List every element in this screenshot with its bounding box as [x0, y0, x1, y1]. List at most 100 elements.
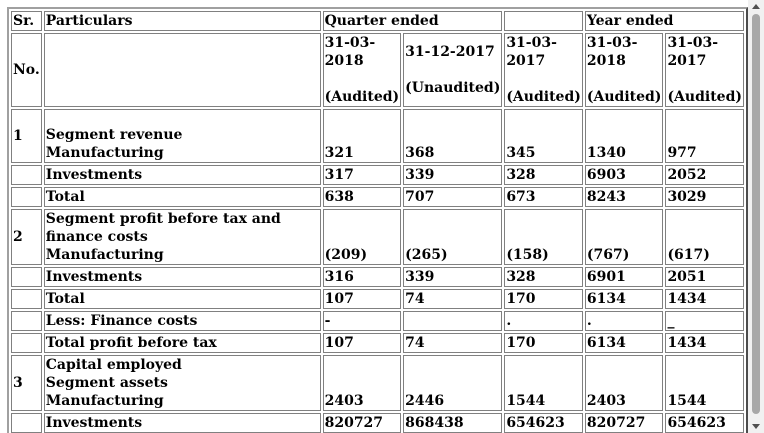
sr-number	[11, 289, 42, 309]
particulars-line: Manufacturing	[45, 247, 164, 263]
value-cell: 977	[665, 109, 744, 163]
scrollbar-thumb[interactable]	[752, 14, 760, 414]
value-cell: 1434	[665, 333, 744, 353]
value-cell: 1544	[665, 355, 744, 411]
audit-status: (Audited)	[586, 89, 662, 105]
value-cell: 107	[322, 333, 402, 353]
value-cell: 1544	[504, 355, 583, 411]
blank-header-cell	[504, 11, 583, 31]
value-cell: 3029	[665, 187, 744, 207]
value-cell: 345	[504, 109, 583, 163]
value-cell: 328	[504, 267, 583, 287]
value-cell: 170	[504, 333, 583, 353]
particulars-line: Segment assets	[45, 375, 168, 391]
value-cell: (617)	[665, 209, 744, 265]
particulars-blank-cell	[43, 33, 321, 107]
date-col-2: 31-12-2017 (Unaudited)	[403, 33, 503, 107]
particulars-cell: Total profit before tax	[43, 333, 321, 353]
value-cell: 6903	[584, 165, 664, 185]
table-row: 1 Segment revenue Manufacturing 321 368 345 13…	[11, 109, 744, 163]
audit-status: (Audited)	[324, 89, 400, 105]
value-cell: 6134	[584, 333, 664, 353]
date-col-3: 31-03-2017 (Audited)	[504, 33, 583, 107]
table-row: Total 107 74 170 6134 1434	[11, 289, 744, 309]
particulars-cell: Segment profit before tax and finance co…	[43, 209, 321, 265]
value-cell: (767)	[584, 209, 664, 265]
particulars-cell: Investments	[43, 267, 321, 287]
date-col-4: 31-03-2018 (Audited)	[584, 33, 664, 107]
particulars-line: Total	[45, 291, 85, 307]
date-label: 31-03-2017	[506, 35, 557, 69]
table-row: Investments 820727 868438 654623 820727 65462…	[11, 413, 744, 433]
particulars-line: Investments	[45, 167, 143, 183]
audit-status: (Audited)	[506, 89, 581, 105]
date-label: 31-03-2018	[586, 35, 638, 69]
value-cell: (209)	[322, 209, 402, 265]
value-cell: _	[665, 311, 744, 331]
table-row: Total profit before tax 107 74 170 6134 1434	[11, 333, 744, 353]
particulars-line: Manufacturing	[45, 393, 164, 409]
sr-header: Sr.	[11, 11, 42, 31]
table-row: 3 Capital employed Segment assets Manufactu…	[11, 355, 744, 411]
value-cell: 2403	[322, 355, 402, 411]
particulars-line: Investments	[45, 415, 143, 431]
value-cell: 654623	[665, 413, 744, 433]
date-label: 31-03-2018	[324, 35, 376, 69]
value-cell: 1434	[665, 289, 744, 309]
sr-number	[11, 413, 42, 433]
value-cell	[403, 311, 503, 331]
value-cell: 170	[504, 289, 583, 309]
particulars-cell: Less: Finance costs	[43, 311, 321, 331]
value-cell: 74	[403, 289, 503, 309]
value-cell: 1340	[584, 109, 664, 163]
value-cell: 2051	[665, 267, 744, 287]
value-cell: 820727	[584, 413, 664, 433]
value-cell: 673	[504, 187, 583, 207]
value-cell: 74	[403, 333, 503, 353]
value-cell: 339	[403, 165, 503, 185]
value-cell: 316	[322, 267, 402, 287]
value-cell: 328	[504, 165, 583, 185]
value-cell: (265)	[403, 209, 503, 265]
value-cell: 2446	[403, 355, 503, 411]
scroll-up-arrow-icon[interactable]	[752, 4, 760, 9]
sr-number	[11, 187, 42, 207]
value-cell: .	[504, 311, 583, 331]
vertical-scrollbar[interactable]	[748, 0, 764, 433]
value-cell: .	[584, 311, 664, 331]
particulars-line: Segment profit before tax and finance co…	[45, 211, 281, 245]
value-cell: 6901	[584, 267, 664, 287]
value-cell: 2052	[665, 165, 744, 185]
quarter-ended-header: Quarter ended	[322, 11, 503, 31]
value-cell: 2403	[584, 355, 664, 411]
table-row: Investments 317 339 328 6903 2052	[11, 165, 744, 185]
value-cell: (158)	[504, 209, 583, 265]
sr-number	[11, 333, 42, 353]
value-cell: 8243	[584, 187, 664, 207]
audit-status: (Unaudited)	[405, 80, 501, 96]
sr-number	[11, 165, 42, 185]
no-header: No.	[11, 33, 42, 107]
table-row: Less: Finance costs -.. _	[11, 311, 744, 331]
value-cell: 321	[322, 109, 402, 163]
date-label: 31-12-2017	[405, 44, 495, 60]
value-cell: 820727	[322, 413, 402, 433]
sr-number: 2	[11, 209, 42, 265]
value-cell: 654623	[504, 413, 583, 433]
particulars-cell: Total	[43, 187, 321, 207]
sr-number	[11, 311, 42, 331]
document-viewport: Sr. Particulars Quarter ended Year ended…	[7, 7, 748, 433]
particulars-header: Particulars	[43, 11, 321, 31]
value-cell: 107	[322, 289, 402, 309]
table-row: Total 638 707 673 8243 3029	[11, 187, 744, 207]
value-cell: 638	[322, 187, 402, 207]
date-label: 31-03-2017	[667, 35, 719, 69]
value-cell: 707	[403, 187, 503, 207]
value-cell: 868438	[403, 413, 503, 433]
audit-status: (Audited)	[667, 89, 742, 105]
table-row: Investments 316 339 328 6901 2051	[11, 267, 744, 287]
scroll-down-arrow-icon[interactable]	[752, 424, 760, 429]
value-cell: 317	[322, 165, 402, 185]
particulars-cell: Investments	[43, 413, 321, 433]
particulars-cell: Investments	[43, 165, 321, 185]
